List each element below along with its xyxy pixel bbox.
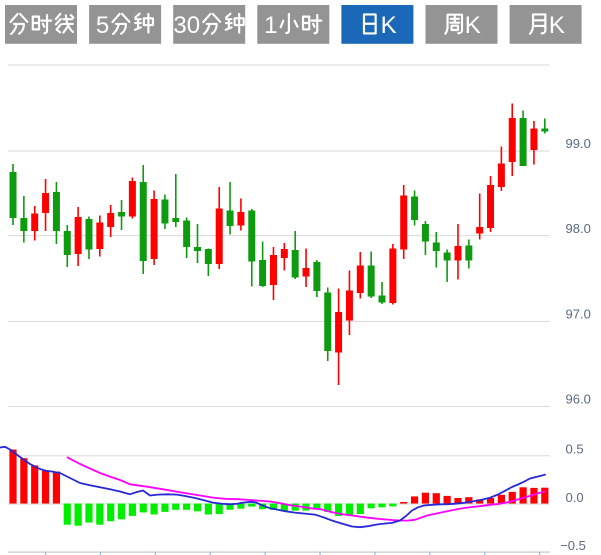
svg-text:98.0: 98.0 xyxy=(566,221,591,236)
svg-text:0.0: 0.0 xyxy=(566,490,584,505)
svg-text:K: K xyxy=(465,12,481,39)
svg-text:96.0: 96.0 xyxy=(566,392,591,407)
svg-text:97.0: 97.0 xyxy=(566,307,591,322)
svg-text:1: 1 xyxy=(264,12,277,39)
svg-text:0.5: 0.5 xyxy=(566,442,584,457)
svg-text:99.0: 99.0 xyxy=(566,136,591,151)
svg-text:K: K xyxy=(381,12,397,39)
svg-text:30: 30 xyxy=(173,12,200,39)
svg-text:−0.5: −0.5 xyxy=(560,538,586,553)
svg-text:5: 5 xyxy=(96,12,109,39)
svg-text:K: K xyxy=(549,12,565,39)
